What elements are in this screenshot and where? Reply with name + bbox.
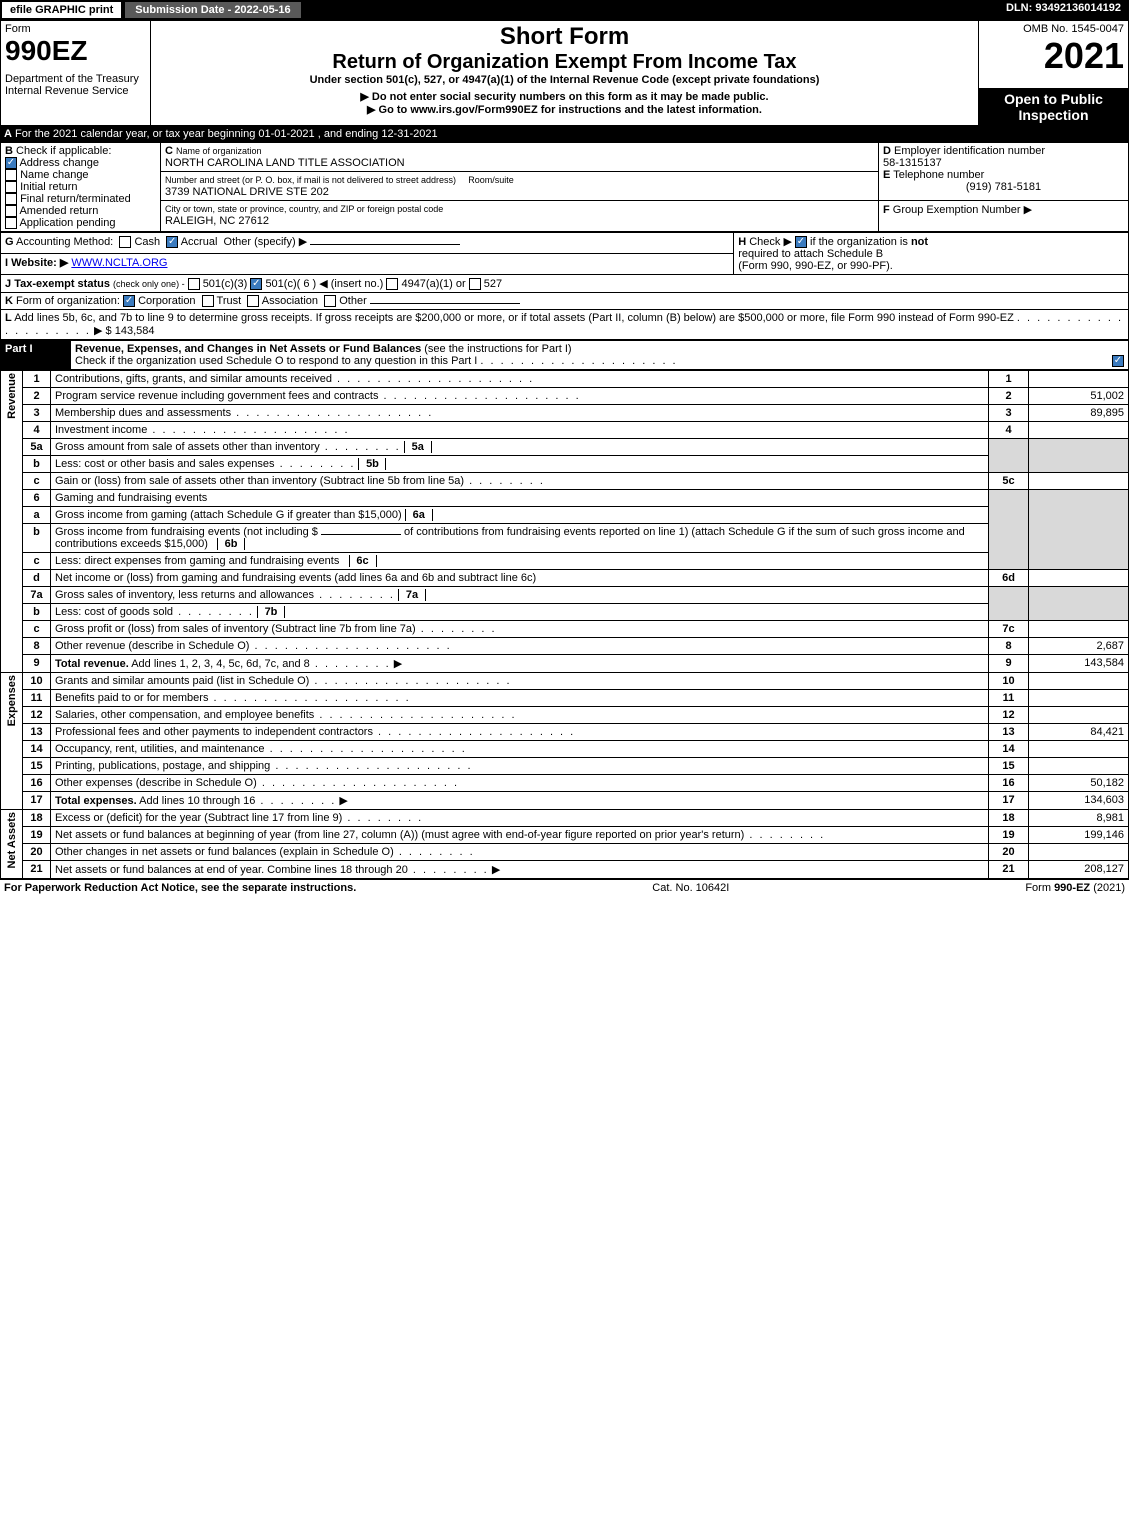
check-final-return[interactable] xyxy=(5,193,17,205)
section-j: J Tax-exempt status (check only one) - 5… xyxy=(0,275,1129,293)
website-link[interactable]: WWW.NCLTA.ORG xyxy=(71,257,167,269)
line17-amount: 134,603 xyxy=(1029,792,1129,810)
check-4947[interactable] xyxy=(386,278,398,290)
line3-amount: 89,895 xyxy=(1029,405,1129,422)
top-bar: efile GRAPHIC print Submission Date - 20… xyxy=(0,0,1129,20)
catalog-number: Cat. No. 10642I xyxy=(652,882,729,894)
check-trust[interactable] xyxy=(202,295,214,307)
form-footer: Form 990-EZ (2021) xyxy=(1025,882,1125,894)
ein: 58-1315137 xyxy=(883,157,942,169)
check-501c[interactable] xyxy=(250,278,262,290)
line10-amount xyxy=(1029,673,1129,690)
line7c-amount xyxy=(1029,621,1129,638)
ssn-warning: ▶ Do not enter social security numbers o… xyxy=(155,90,974,103)
check-name-change[interactable] xyxy=(5,169,17,181)
line19-amount: 199,146 xyxy=(1029,827,1129,844)
check-initial-return[interactable] xyxy=(5,181,17,193)
paperwork-notice: For Paperwork Reduction Act Notice, see … xyxy=(4,882,356,894)
check-cash[interactable] xyxy=(119,236,131,248)
line16-amount: 50,182 xyxy=(1029,775,1129,792)
return-title: Return of Organization Exempt From Incom… xyxy=(155,51,974,74)
expenses-side-label: Expenses xyxy=(1,673,23,810)
check-amended-return[interactable] xyxy=(5,205,17,217)
section-l: L Add lines 5b, 6c, and 7b to line 9 to … xyxy=(0,310,1129,340)
check-501c3[interactable] xyxy=(188,278,200,290)
check-schedule-o[interactable] xyxy=(1112,355,1124,367)
line12-amount xyxy=(1029,707,1129,724)
city-state-zip: RALEIGH, NC 27612 xyxy=(165,215,269,227)
omb-number: OMB No. 1545-0047 xyxy=(983,23,1124,35)
line20-amount xyxy=(1029,844,1129,861)
line14-amount xyxy=(1029,741,1129,758)
line9-amount: 143,584 xyxy=(1029,655,1129,673)
check-association[interactable] xyxy=(247,295,259,307)
section-a: A For the 2021 calendar year, or tax yea… xyxy=(0,126,1129,142)
page-footer: For Paperwork Reduction Act Notice, see … xyxy=(0,879,1129,896)
submission-date: Submission Date - 2022-05-16 xyxy=(123,0,302,20)
goto-link: ▶ Go to www.irs.gov/Form990EZ for instru… xyxy=(155,103,974,116)
gross-receipts: 143,584 xyxy=(115,325,155,337)
netassets-side-label: Net Assets xyxy=(1,810,23,879)
form-header: Form 990EZ Department of the Treasury In… xyxy=(0,20,1129,126)
line6d-amount xyxy=(1029,570,1129,587)
irs-label: Internal Revenue Service xyxy=(5,85,146,97)
line13-amount: 84,421 xyxy=(1029,724,1129,741)
revenue-side-label: Revenue xyxy=(1,371,23,673)
section-bcdef: B Check if applicable: Address change Na… xyxy=(0,142,1129,233)
section-k: K Form of organization: Corporation Trus… xyxy=(0,293,1129,310)
org-name: NORTH CAROLINA LAND TITLE ASSOCIATION xyxy=(165,157,405,169)
revenue-table: Revenue 1 Contributions, gifts, grants, … xyxy=(0,370,1129,879)
dept-treasury: Department of the Treasury xyxy=(5,73,146,85)
tax-year: 2021 xyxy=(983,35,1124,77)
part1-label: Part I xyxy=(1,341,71,370)
line8-amount: 2,687 xyxy=(1029,638,1129,655)
line1-amount xyxy=(1029,371,1129,388)
dln: DLN: 93492136014192 xyxy=(998,0,1129,20)
form-number: 990EZ xyxy=(5,35,146,67)
line2-amount: 51,002 xyxy=(1029,388,1129,405)
open-public-inspection: Open to Public Inspection xyxy=(979,88,1129,125)
section-gh: G Accounting Method: Cash Accrual Other … xyxy=(0,232,1129,275)
line11-amount xyxy=(1029,690,1129,707)
line4-amount xyxy=(1029,422,1129,439)
under-section: Under section 501(c), 527, or 4947(a)(1)… xyxy=(155,74,974,86)
line15-amount xyxy=(1029,758,1129,775)
line18-amount: 8,981 xyxy=(1029,810,1129,827)
part1-header: Part I Revenue, Expenses, and Changes in… xyxy=(0,340,1129,370)
line21-amount: 208,127 xyxy=(1029,861,1129,879)
street-address: 3739 NATIONAL DRIVE STE 202 xyxy=(165,186,329,198)
check-corporation[interactable] xyxy=(123,295,135,307)
telephone: (919) 781-5181 xyxy=(883,181,1124,193)
check-application-pending[interactable] xyxy=(5,217,17,229)
short-form-title: Short Form xyxy=(155,23,974,51)
check-other-org[interactable] xyxy=(324,295,336,307)
check-address-change[interactable] xyxy=(5,157,17,169)
form-word: Form xyxy=(5,23,146,35)
check-accrual[interactable] xyxy=(166,236,178,248)
line5c-amount xyxy=(1029,473,1129,490)
check-schedule-b[interactable] xyxy=(795,236,807,248)
check-527[interactable] xyxy=(469,278,481,290)
efile-print-label: efile GRAPHIC print xyxy=(0,0,123,20)
